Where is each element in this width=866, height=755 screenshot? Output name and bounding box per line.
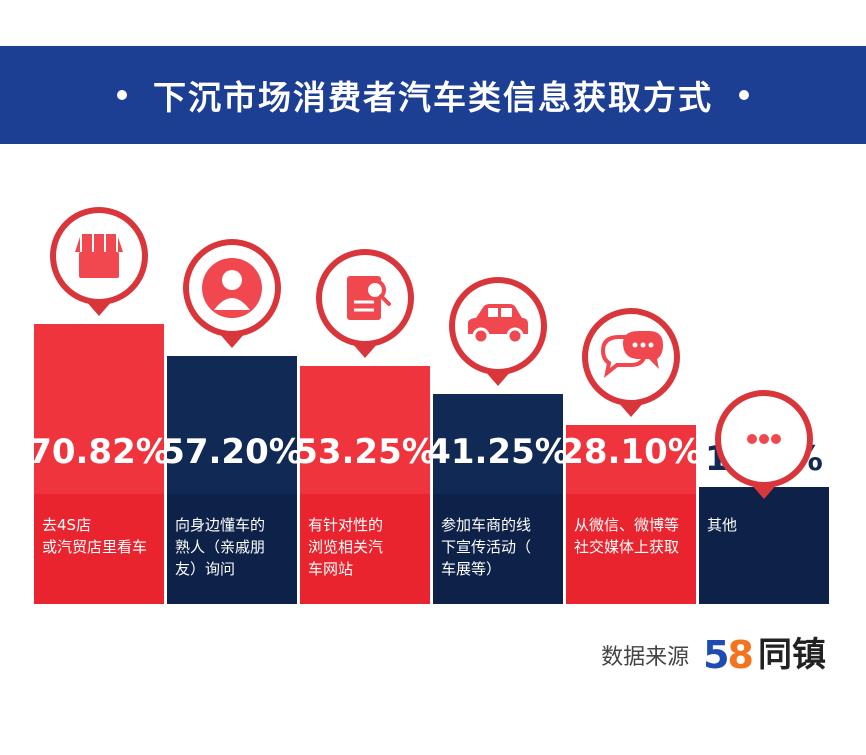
bullet-dot-right xyxy=(739,90,749,100)
category-label: 熟人（亲戚朋 xyxy=(175,538,265,556)
chat-bubble-front xyxy=(623,331,663,369)
person-body xyxy=(214,298,250,310)
value-label: 28.10% xyxy=(560,432,702,472)
bar-label-band xyxy=(433,494,563,604)
bar-label-band xyxy=(34,494,164,604)
category-label: 友）询问 xyxy=(175,560,235,578)
category-label: 车网站 xyxy=(308,560,353,578)
car-body xyxy=(468,304,528,334)
more-dot xyxy=(747,434,757,444)
car-icon xyxy=(449,277,547,386)
more-dot xyxy=(771,434,781,444)
magnifier xyxy=(364,279,386,301)
category-label: 下宣传活动（ xyxy=(441,538,531,556)
chat-icon xyxy=(582,308,680,417)
category-label: 或汽贸店里看车 xyxy=(42,538,147,556)
car-wheel xyxy=(506,327,524,345)
more-icon xyxy=(715,390,813,499)
category-label: 其他 xyxy=(707,516,737,534)
bar-group: 1.93%其他 xyxy=(699,390,829,604)
category-label: 去4S店 xyxy=(42,516,91,534)
store-icon xyxy=(50,207,148,316)
category-label: 向身边懂车的 xyxy=(175,516,265,534)
page-title: 下沉市场消费者汽车类信息获取方式 xyxy=(153,78,713,117)
store-body xyxy=(79,252,119,278)
store-awning xyxy=(75,234,123,252)
bar-label-band xyxy=(566,494,696,604)
more-dot xyxy=(759,434,769,444)
category-label: 社交媒体上获取 xyxy=(574,538,679,556)
value-label: 41.25% xyxy=(427,432,569,472)
bar-label-band xyxy=(699,487,829,604)
search-document-icon xyxy=(316,249,414,358)
bullet-dot-left xyxy=(117,90,127,100)
car-wheel xyxy=(472,327,490,345)
person-head xyxy=(222,270,242,290)
value-label: 70.82% xyxy=(28,432,170,472)
category-label: 浏览相关汽 xyxy=(308,538,383,556)
data-source: 数据来源 5 8 同镇 xyxy=(601,636,826,674)
logo-58tongzhen: 5 8 同镇 xyxy=(703,633,826,677)
bar-label-band xyxy=(300,494,430,604)
value-label: 57.20% xyxy=(161,432,303,472)
source-label: 数据来源 xyxy=(601,645,690,670)
person-icon xyxy=(183,239,281,348)
title-banner: 下沉市场消费者汽车类信息获取方式 xyxy=(0,46,866,144)
bar-label-band xyxy=(167,494,297,604)
category-label: 有针对性的 xyxy=(308,516,383,534)
category-label: 参加车商的线 xyxy=(441,516,531,534)
category-label: 车展等） xyxy=(441,560,501,578)
value-label: 53.25% xyxy=(294,432,436,472)
category-label: 从微信、微博等 xyxy=(574,516,679,534)
